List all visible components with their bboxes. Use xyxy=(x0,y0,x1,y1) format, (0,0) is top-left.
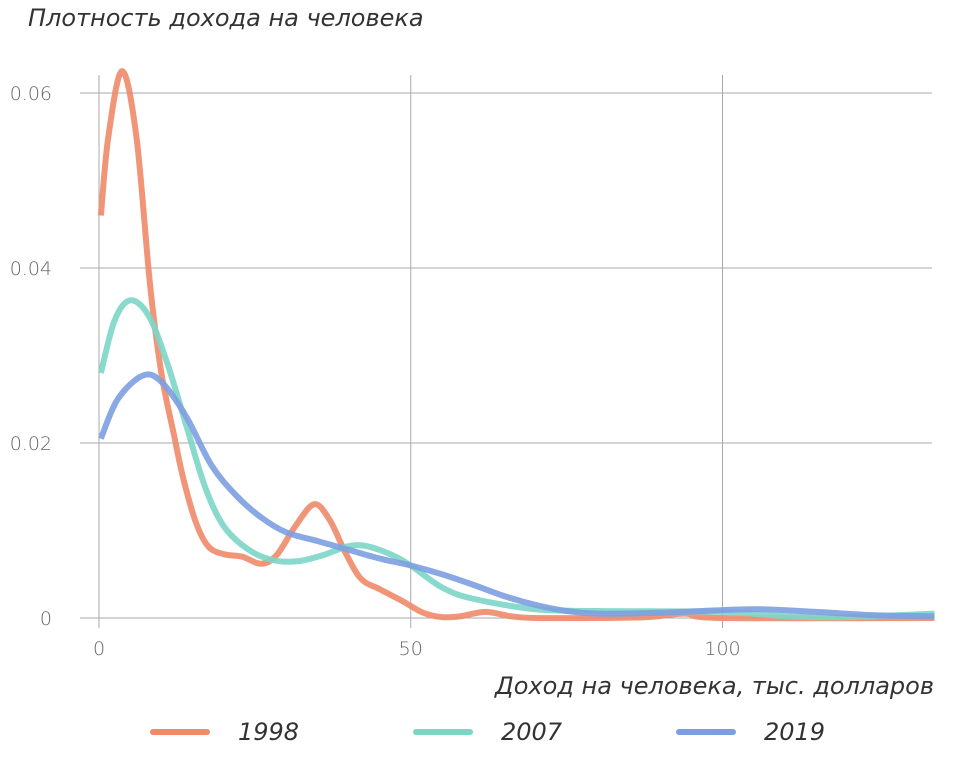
legend-swatch xyxy=(413,729,473,735)
legend-label: 1998 xyxy=(238,718,300,746)
y-tick-label: 0.04 xyxy=(10,258,52,280)
y-tick-label: 0.06 xyxy=(10,83,52,105)
series-line-1998 xyxy=(97,68,935,622)
x-tick-label: 0 xyxy=(93,638,105,660)
legend-swatch xyxy=(676,729,736,735)
legend-item-2007: 2007 xyxy=(413,718,562,746)
legend-item-2019: 2019 xyxy=(676,718,825,746)
legend-label: 2007 xyxy=(501,718,563,746)
y-tick-label: 0 xyxy=(40,608,52,630)
x-tick-label: 100 xyxy=(704,638,740,660)
series-line-2007 xyxy=(97,297,935,621)
x-axis-label: Доход на человека, тыс. долларов xyxy=(494,672,934,700)
legend-label: 2019 xyxy=(764,718,826,746)
legend-item-1998: 1998 xyxy=(150,718,299,746)
chart-title: Плотность дохода на человека xyxy=(28,4,424,32)
x-tick-label: 50 xyxy=(399,638,423,660)
legend-swatch xyxy=(150,729,210,735)
y-tick-label: 0.02 xyxy=(10,433,52,455)
series-line-2019 xyxy=(98,371,935,620)
